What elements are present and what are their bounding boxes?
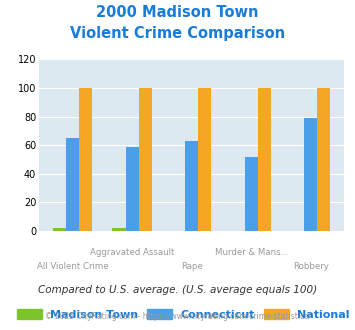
Bar xyxy=(245,157,258,231)
Text: Robbery: Robbery xyxy=(293,262,329,271)
Bar xyxy=(53,228,66,231)
Text: © 2025 CityRating.com - https://www.cityrating.com/crime-statistics/: © 2025 CityRating.com - https://www.city… xyxy=(45,312,310,321)
Bar xyxy=(139,88,152,231)
Bar xyxy=(66,138,79,231)
Text: Aggravated Assault: Aggravated Assault xyxy=(90,248,174,257)
Text: Rape: Rape xyxy=(181,262,203,271)
Bar xyxy=(79,88,92,231)
Text: Violent Crime Comparison: Violent Crime Comparison xyxy=(70,26,285,41)
Text: Compared to U.S. average. (U.S. average equals 100): Compared to U.S. average. (U.S. average … xyxy=(38,285,317,295)
Bar xyxy=(317,88,331,231)
Bar xyxy=(198,88,211,231)
Bar xyxy=(126,147,139,231)
Text: All Violent Crime: All Violent Crime xyxy=(37,262,108,271)
Legend: Madison Town, Connecticut, National: Madison Town, Connecticut, National xyxy=(17,309,350,320)
Text: Murder & Mans...: Murder & Mans... xyxy=(214,248,288,257)
Bar xyxy=(258,88,271,231)
Bar xyxy=(304,118,317,231)
Bar xyxy=(113,228,126,231)
Bar xyxy=(185,141,198,231)
Text: 2000 Madison Town: 2000 Madison Town xyxy=(96,5,259,20)
